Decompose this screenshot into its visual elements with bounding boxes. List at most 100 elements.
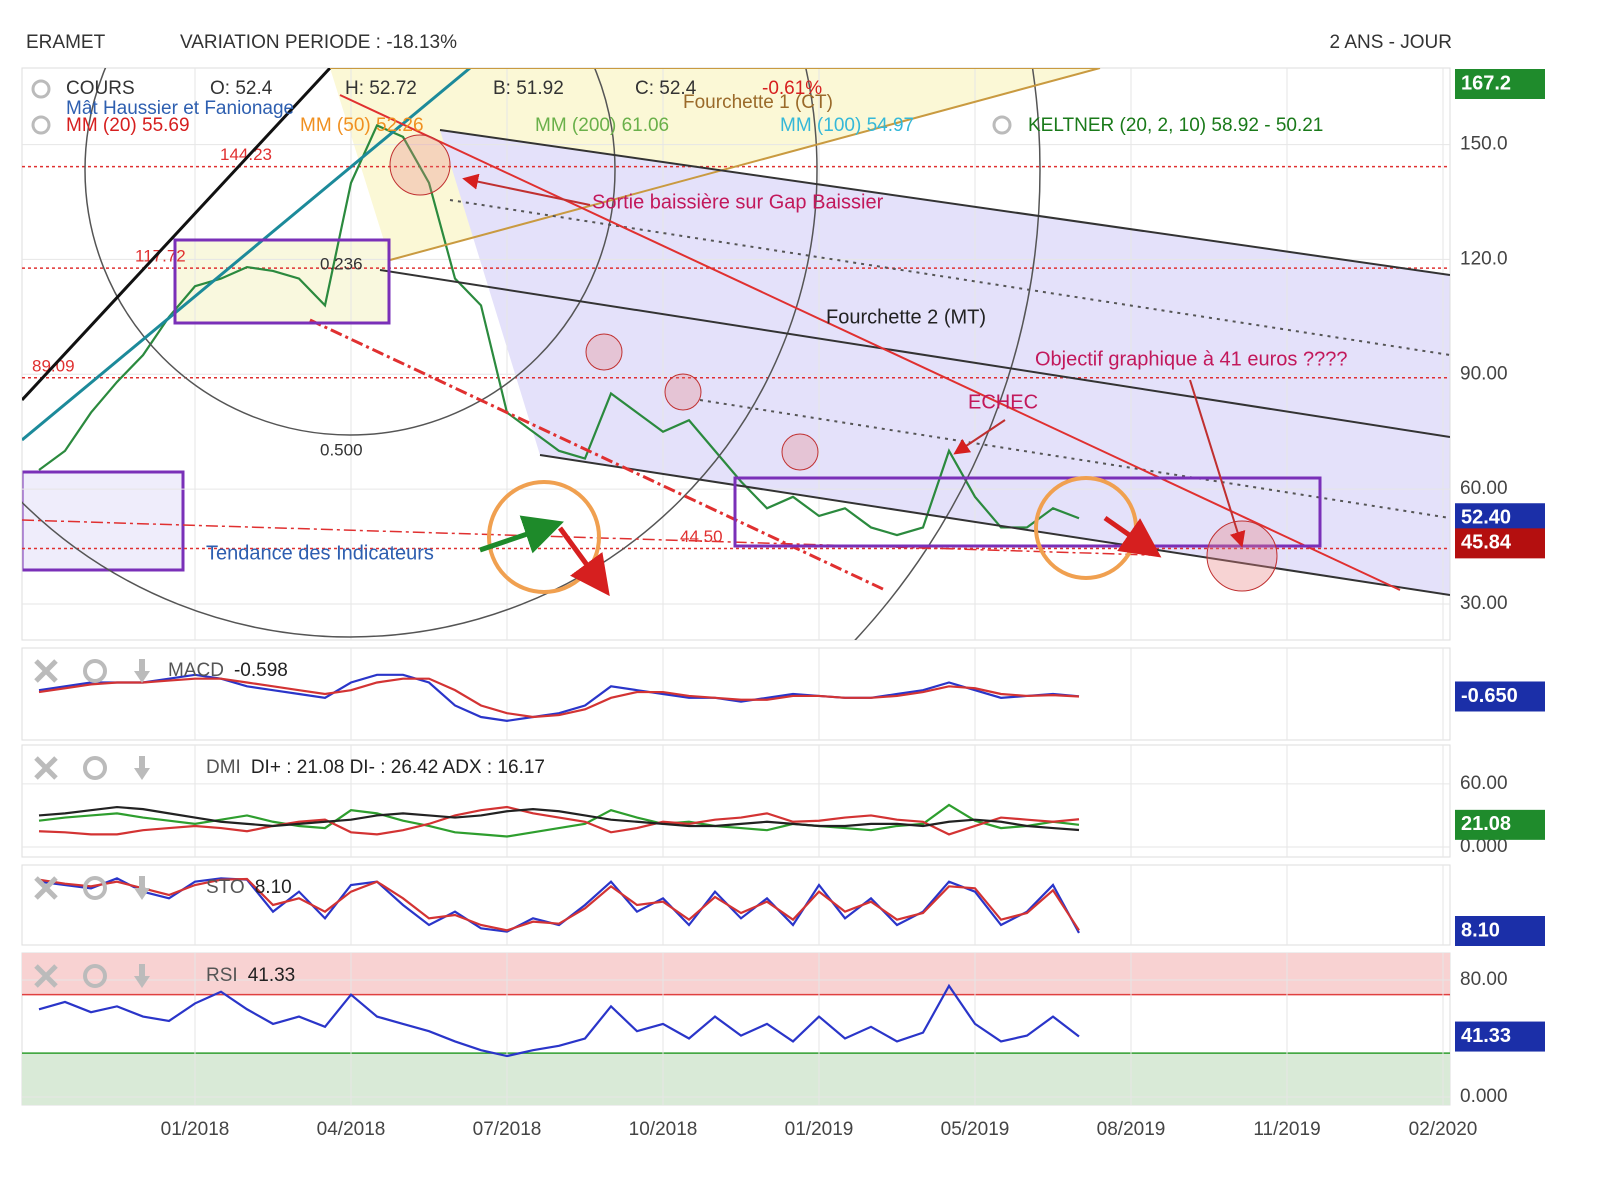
legend-item: MM (200) 61.06: [535, 115, 669, 136]
arrow: [1189, 379, 1246, 548]
panel-title: MACD: [168, 660, 224, 681]
series-line: [38, 805, 1080, 836]
x-tick-label: 05/2019: [941, 1119, 1010, 1140]
settings-icon[interactable]: [83, 964, 107, 988]
highlight-circle: [487, 480, 601, 594]
level-label: 117.72: [135, 247, 186, 266]
move-icon[interactable]: [134, 876, 150, 900]
y-tick-label: 150.0: [1460, 134, 1508, 155]
y-tick-label: 120.0: [1460, 248, 1508, 269]
annotation: Sortie baissière sur Gap Baissier: [592, 191, 884, 213]
legend-item: MM (50) 52.26: [300, 115, 424, 136]
median-line: [699, 399, 1450, 519]
period: 2 ANS - JOUR: [1330, 32, 1452, 53]
top-circle: [664, 373, 702, 411]
fibo-label: 0.236: [320, 254, 363, 273]
resistance-line: [339, 94, 1401, 591]
overbought-zone: [22, 953, 1450, 995]
oversold-zone: [22, 1053, 1450, 1105]
y-tick-label: 60.00: [1460, 773, 1508, 794]
trend-line: [22, 68, 332, 402]
price-badge-label: 21.08: [1461, 813, 1511, 835]
top-circle: [781, 433, 819, 471]
move-icon[interactable]: [134, 659, 150, 683]
fibo-arc: [22, 68, 818, 638]
annotation: Objectif graphique à 41 euros ????: [1035, 348, 1347, 370]
close-icon[interactable]: [34, 876, 58, 900]
annotations: 0.236 0.500 Sortie baissière sur Gap Bai…: [206, 191, 1347, 564]
arrow: [953, 419, 1006, 455]
legend-item: Fourchette 1 (CT): [683, 92, 833, 113]
panel-frame: [21, 864, 1451, 946]
median-line: [449, 199, 1450, 356]
gap-circle: [389, 134, 451, 196]
settings-icon[interactable]: [83, 659, 107, 683]
level-label: 44.50: [680, 527, 723, 546]
settings-icon[interactable]: [83, 756, 107, 780]
panel-readout: -0.598: [234, 660, 288, 681]
legend-item: H: 52.72: [345, 78, 417, 99]
price-badge-label: -0.650: [1461, 685, 1518, 707]
top-circle: [585, 333, 623, 371]
annotation: ECHEC: [968, 391, 1038, 413]
settings-icon[interactable]: [83, 876, 107, 900]
price-badge: [1455, 528, 1545, 559]
series-line: [38, 877, 1080, 934]
y-tick-label: 0.000: [1460, 836, 1508, 857]
fork-line: [389, 68, 1101, 261]
panel-title: RSI: [206, 965, 238, 986]
close-icon[interactable]: [34, 964, 58, 988]
close-icon[interactable]: [34, 659, 58, 683]
fibo-arc: [853, 68, 1041, 640]
arrow: [1103, 515, 1162, 558]
range-fill: [175, 240, 389, 323]
price-badge-label: 8.10: [1461, 919, 1500, 941]
legend-item: C: 52.4: [635, 78, 697, 99]
legend-item: Mât Haussier et Fanionage: [66, 98, 294, 119]
panel-frame: [21, 647, 1451, 741]
legend-item: COURS: [66, 78, 135, 99]
x-tick-label: 02/2020: [1409, 1119, 1478, 1140]
drawings: [22, 68, 1450, 640]
arrow: [479, 515, 564, 554]
legend-item: MM (100) 54.97: [780, 115, 914, 136]
fibo-arc: [84, 68, 616, 436]
series-line: [38, 673, 1080, 722]
fibo-label: 0.500: [320, 440, 363, 459]
close-icon[interactable]: [34, 756, 58, 780]
arrow: [462, 173, 591, 206]
y-tick-label: 90.00: [1460, 363, 1508, 384]
x-tick-label: 01/2019: [785, 1119, 854, 1140]
price-badge: [1455, 916, 1545, 946]
series-line: [38, 877, 1080, 932]
settings-icon[interactable]: [31, 79, 51, 99]
panel-title: DMI: [206, 757, 241, 778]
x-tick-label: 07/2018: [473, 1119, 542, 1140]
arrow: [557, 526, 610, 597]
x-tick-label: 04/2018: [317, 1119, 386, 1140]
settings-icon[interactable]: [31, 115, 51, 135]
series-line: [38, 983, 1080, 1058]
move-icon[interactable]: [134, 964, 150, 988]
x-tick-label: 08/2019: [1097, 1119, 1166, 1140]
series-line: [38, 805, 1080, 832]
move-icon[interactable]: [134, 756, 150, 780]
settings-icon[interactable]: [992, 115, 1012, 135]
price-badge: [1455, 809, 1545, 840]
series-line: [38, 677, 1080, 719]
panel-readout: DI+ : 21.08 DI- : 26.42 ADX : 16.17: [251, 757, 545, 778]
x-tick-label: 11/2019: [1253, 1119, 1320, 1140]
price-badge-label: 167.2: [1461, 72, 1511, 94]
legend: COURS O: 52.4 H: 52.72 B: 51.92 C: 52.4 …: [31, 78, 1323, 136]
price-badge: [1455, 1021, 1545, 1052]
y-tick-label: 60.00: [1460, 478, 1508, 499]
panel-readout: 8.10: [255, 877, 292, 898]
trend-line: [22, 68, 471, 442]
x-tick-label: 10/2018: [629, 1119, 698, 1140]
range-box: [173, 238, 391, 325]
x-tick-label: 01/2018: [161, 1119, 230, 1140]
target-circle: [1206, 520, 1278, 592]
support-line: [22, 519, 1151, 556]
